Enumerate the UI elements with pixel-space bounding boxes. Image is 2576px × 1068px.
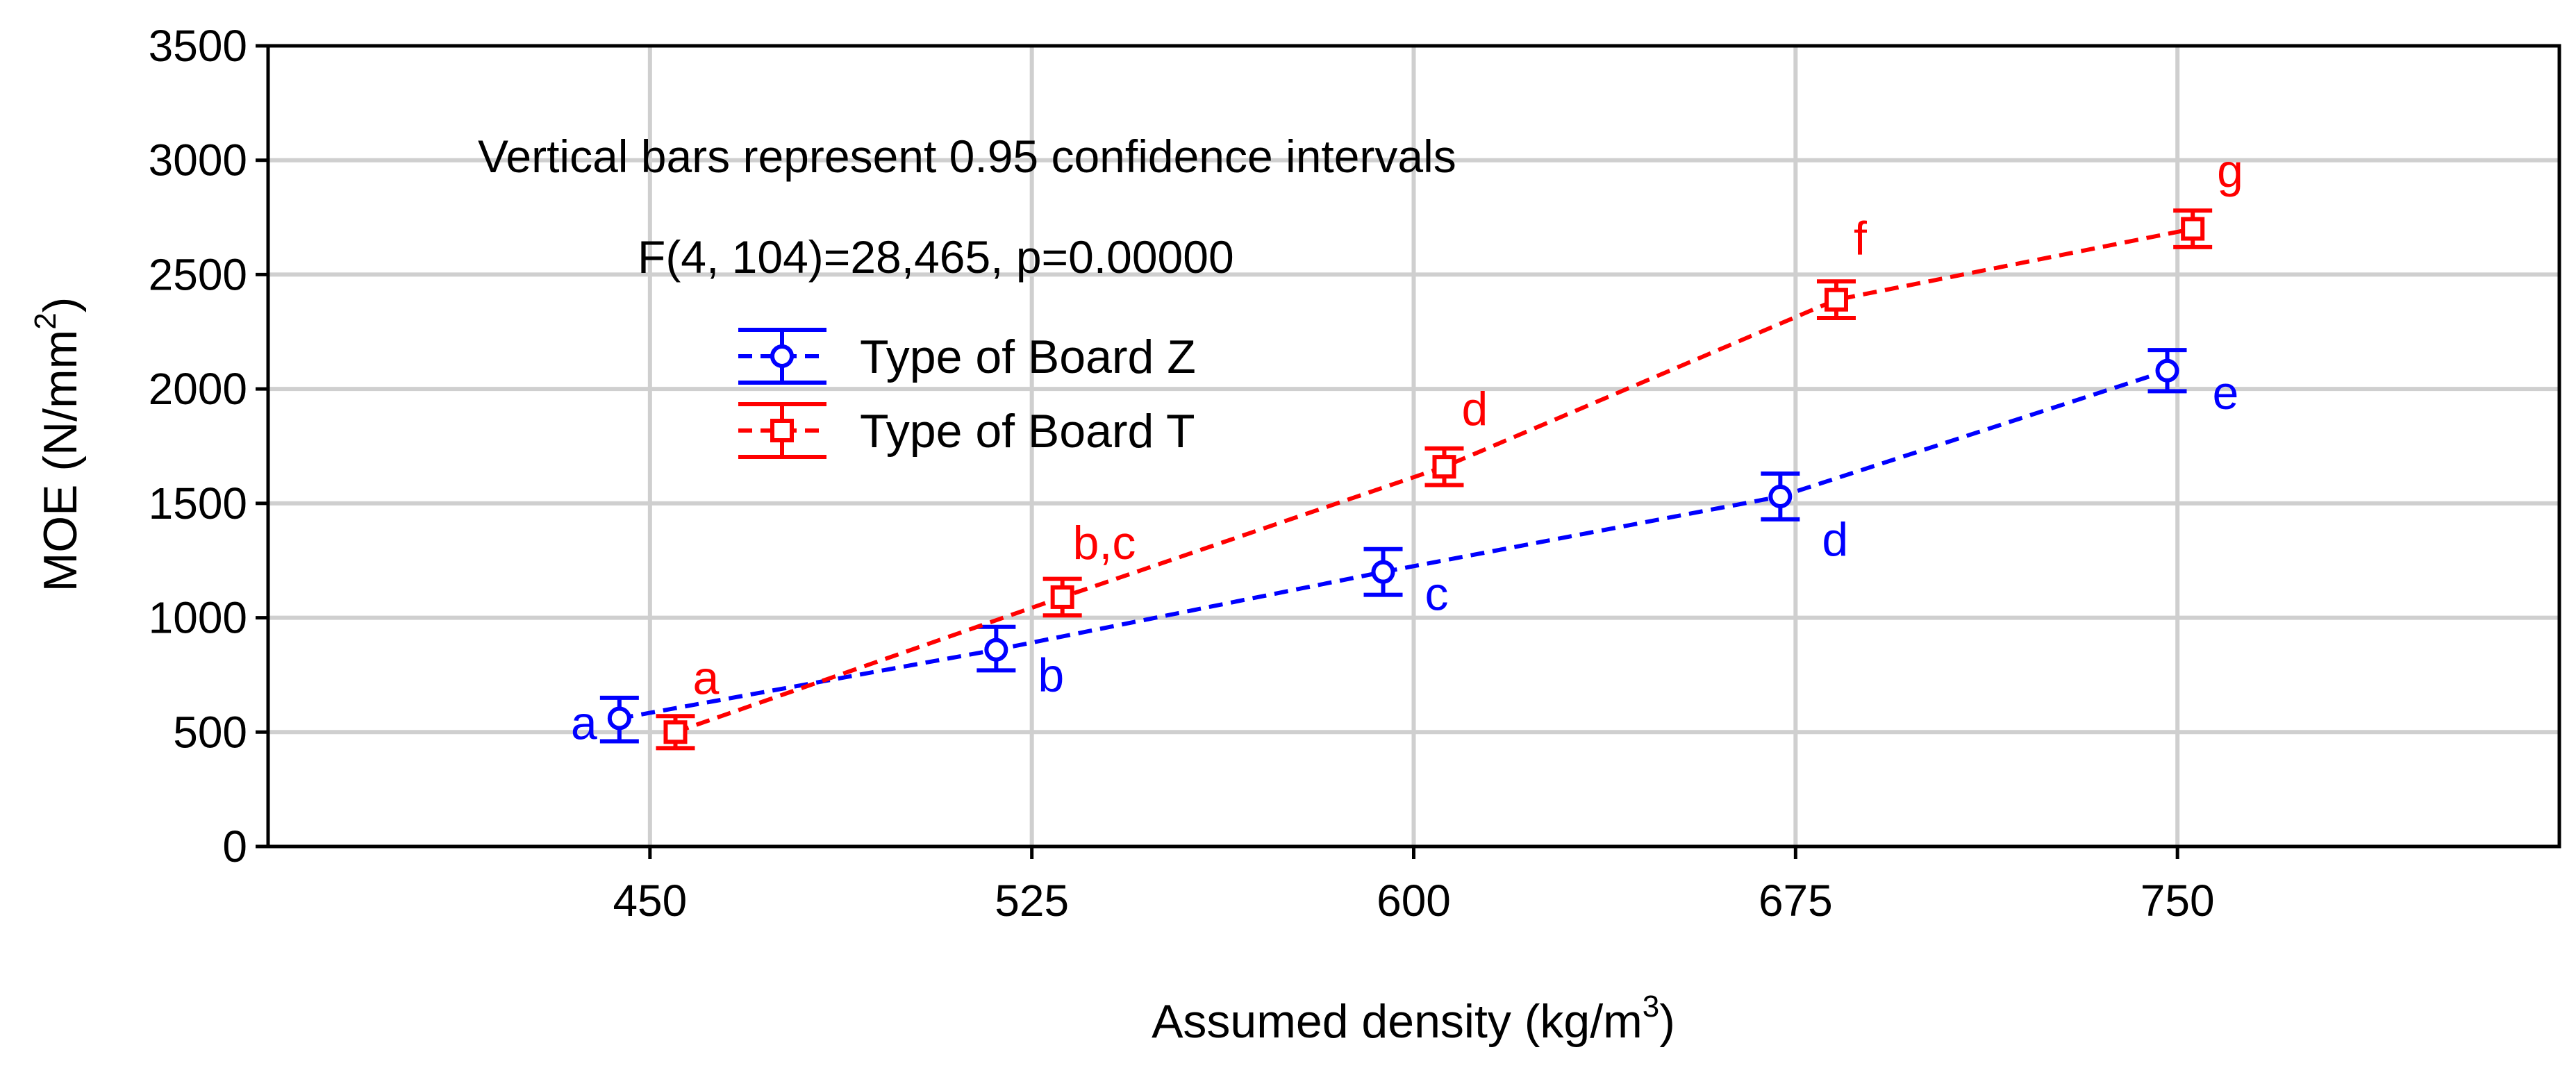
series-t: a b,c d f g: [656, 145, 2243, 751]
point-group-label: b: [1038, 649, 1064, 702]
point-group-label: e: [2213, 367, 2239, 419]
y-tick-label: 1000: [149, 593, 247, 643]
point-group-label: a: [692, 651, 719, 704]
data-point[interactable]: [1432, 455, 1456, 479]
legend-t-marker: [770, 419, 794, 442]
x-tick-label: 600: [1377, 876, 1451, 926]
y-tick-label: 1500: [149, 478, 247, 528]
annotation-f-test: F(4, 104)=28,465, p=0.00000: [638, 231, 1234, 283]
series-z: a b c d e: [571, 348, 2239, 750]
legend: Type of Board Z Type of Board T: [738, 328, 1196, 459]
legend-entry-z[interactable]: Type of Board Z: [738, 328, 1196, 385]
x-axis-title-end: ): [1659, 995, 1675, 1048]
x-axis-title-sup: 3: [1643, 990, 1659, 1024]
y-tick-label: 0: [222, 821, 247, 871]
legend-t-label: Type of Board T: [860, 405, 1195, 458]
x-tick-label: 525: [995, 876, 1069, 926]
data-point[interactable]: [2181, 217, 2205, 241]
legend-z-label: Type of Board Z: [860, 331, 1196, 383]
point-group-label: b,c: [1073, 517, 1136, 569]
point-group-label: c: [1425, 568, 1449, 621]
x-tick-label: 750: [2141, 876, 2215, 926]
data-point[interactable]: [2155, 358, 2179, 383]
legend-entry-t[interactable]: Type of Board T: [738, 402, 1195, 459]
y-tick-label: 2500: [149, 249, 247, 299]
y-tick-label: 500: [173, 707, 247, 757]
grid-layer: [268, 46, 2559, 846]
y-axis-title-main: MOE (N/mm: [34, 330, 87, 592]
data-point[interactable]: [984, 637, 1008, 662]
y-tick-label: 2000: [149, 364, 247, 414]
x-axis-title: Assumed density (kg/m3): [1152, 990, 1675, 1048]
data-point[interactable]: [663, 720, 688, 744]
series-line: [674, 226, 2193, 735]
series-layer: a b c d e a b,c d f g: [571, 145, 2243, 751]
y-axis-title-sup: 2: [28, 312, 63, 329]
data-point[interactable]: [1824, 287, 1848, 312]
y-axis-title-end: ): [34, 297, 87, 313]
point-group-label: f: [1854, 212, 1867, 265]
y-tick-label: 3000: [149, 135, 247, 185]
series-line: [619, 368, 2168, 721]
data-point[interactable]: [1768, 484, 1793, 508]
x-tick-label: 450: [613, 876, 687, 926]
data-point[interactable]: [607, 706, 631, 731]
legend-z-marker: [770, 344, 794, 368]
point-group-label: a: [571, 697, 597, 750]
point-group-label: d: [1822, 513, 1848, 566]
y-tick-label: 3500: [149, 21, 247, 71]
x-axis-title-main: Assumed density (kg/m: [1152, 995, 1643, 1048]
data-point[interactable]: [1371, 560, 1395, 584]
annotation-ci: Vertical bars represent 0.95 confidence …: [478, 131, 1456, 182]
point-group-label: d: [1461, 383, 1488, 435]
y-axis-title: MOE (N/mm2): [28, 297, 87, 592]
x-tick-label: 675: [1759, 876, 1833, 926]
data-point[interactable]: [1050, 585, 1074, 609]
tick-layer: 0 500 1000 1500 2000 2500 3000 3500 450 525 600 675…: [149, 21, 2215, 926]
point-group-label: g: [2217, 145, 2243, 198]
